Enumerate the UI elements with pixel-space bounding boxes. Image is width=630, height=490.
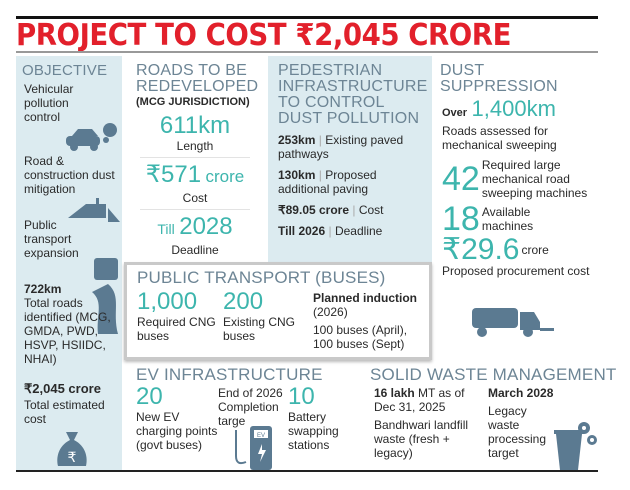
buses-heading: PUBLIC TRANSPORT (BUSES) — [137, 268, 386, 287]
separator: | — [328, 224, 332, 238]
roads-total-label: Total roads identified (MCG, GMDA, PWD, … — [24, 296, 111, 366]
ev-pump-text: EV — [257, 433, 265, 439]
sweeper-truck-icon — [472, 308, 554, 337]
ev-charger-icon: EV — [235, 426, 272, 470]
total-cost-value: ₹2,045 crore — [24, 381, 101, 396]
objective-item: Vehicular pollution control — [24, 82, 74, 124]
ev-panel: EV INFRASTRUCTURE 20 New EV charging poin… — [122, 364, 360, 470]
total-cost-label: Total estimated cost — [24, 398, 105, 426]
buses-required-value: 1,000 — [137, 288, 198, 315]
divider — [140, 157, 250, 158]
roads-cost-value: ₹571 — [145, 161, 202, 188]
pedestrian-row: 253km | Existing paved pathways — [278, 133, 428, 161]
waste-amount: 16 lakh — [374, 386, 415, 400]
roads-deadline-label: Deadline — [171, 243, 219, 257]
car-pollution-icon — [66, 123, 117, 151]
pedestrian-row: 130km | Proposed additional paving — [278, 168, 428, 196]
bulldozer-icon — [68, 198, 120, 222]
pedestrian-heading: PEDESTRIAN INFRASTRUCTURE TO CONTROL DUS… — [278, 62, 428, 127]
pedestrian-row: ₹89.05 crore | Cost — [278, 203, 428, 217]
roads-till: Till — [157, 221, 175, 237]
pedestrian-label: Proposed additional paving — [278, 168, 377, 196]
pedestrian-label: Existing paved pathways — [278, 133, 404, 161]
pedestrian-label: Cost — [358, 203, 384, 217]
waste-target: March 2028 — [488, 386, 554, 400]
waste-bin-gears-icon — [554, 422, 597, 470]
dust-km-value: 1,400km — [471, 96, 556, 121]
ev-target: End of 2026 Completion targe — [218, 386, 283, 428]
buses-panel: PUBLIC TRANSPORT (BUSES) 1,000 Required C… — [124, 262, 432, 360]
pedestrian-value: ₹89.05 crore — [278, 203, 350, 217]
roads-panel: ROADS TO BE REDEVELOPED (MCG JURISDICTIO… — [122, 56, 268, 262]
separator: | — [318, 168, 322, 182]
roads-heading: ROADS TO BE REDEVELOPED — [136, 62, 259, 95]
buses-existing-label: Existing CNG buses — [223, 315, 296, 343]
waste-heading: SOLID WASTE MANAGEMENT — [370, 365, 617, 384]
pedestrian-value: 253km — [278, 133, 316, 147]
ev-heading: EV INFRASTRUCTURE — [136, 365, 323, 384]
dust-required-label: Required large mechanical road sweeping … — [481, 158, 588, 200]
dust-panel: DUST SUPPRESSION Over 1,400km Roads asse… — [432, 56, 600, 337]
pedestrian-rows: 253km | Existing paved pathways 130km | P… — [278, 133, 428, 238]
buses-planned-detail: 100 buses (April), 100 buses (Sept) — [313, 323, 408, 351]
waste-target-label: Legacy waste processing target — [488, 404, 547, 460]
page-title: PROJECT TO COST ₹2,045 CRORE — [16, 18, 512, 53]
dust-available-value: 18 — [442, 200, 480, 238]
buses-existing-value: 200 — [223, 288, 264, 315]
dust-heading: DUST SUPPRESSION — [440, 62, 558, 95]
separator: | — [318, 133, 322, 147]
ev-stations-label: Battery swapping stations — [288, 410, 339, 452]
buses-required-label: Required CNG buses — [137, 315, 216, 343]
roads-cost-label: Cost — [182, 191, 208, 205]
dust-available-label: Available machines — [481, 205, 534, 233]
dust-required-value: 42 — [442, 160, 480, 198]
buses-planned-year: (2026) — [313, 305, 348, 319]
ev-points-value: 20 — [136, 383, 163, 410]
buses-planned: Planned induction — [313, 291, 417, 305]
waste-panel: SOLID WASTE MANAGEMENT 16 lakh MT as of … — [360, 364, 617, 470]
pedestrian-value: 130km — [278, 168, 316, 182]
pedestrian-panel: PEDESTRIAN INFRASTRUCTURE TO CONTROL DUS… — [268, 56, 432, 262]
waste-amount-label: Bandhwari landfill waste (fresh + legacy… — [374, 418, 469, 460]
money-bag-icon: ₹ — [57, 432, 87, 466]
pedestrian-label: Deadline — [334, 224, 383, 238]
objective-panel: OBJECTIVE Vehicular pollution control Ro… — [16, 56, 122, 470]
objective-item: Public transport expansion — [24, 218, 79, 260]
dust-cost-value: ₹29.6 — [442, 233, 520, 266]
bottom-rule — [16, 470, 598, 472]
pedestrian-value: Till 2026 — [278, 224, 326, 238]
bus-road-icon — [92, 258, 118, 334]
roads-cost-unit: crore — [205, 167, 245, 186]
dust-over: Over — [442, 107, 468, 119]
waste-amount-rest: MT as of Dec 31, 2025 — [374, 386, 465, 414]
separator: | — [352, 203, 356, 217]
roads-length-value: 611km — [159, 112, 231, 139]
roads-total-value: 722km — [24, 282, 62, 296]
dust-km-label: Roads assessed for mechanical sweeping — [442, 124, 557, 152]
ev-stations-value: 10 — [288, 383, 315, 410]
pedestrian-row: Till 2026 | Deadline — [278, 224, 428, 238]
divider — [140, 209, 250, 210]
dust-cost-unit: crore — [521, 243, 549, 257]
roads-length-label: Length — [176, 139, 214, 153]
ev-points-label: New EV charging points (govt buses) — [136, 410, 218, 452]
roads-deadline-year: 2028 — [179, 213, 233, 240]
objective-heading: OBJECTIVE — [22, 62, 108, 79]
svg-text:₹: ₹ — [68, 449, 77, 465]
title-rule — [16, 51, 598, 53]
objective-item: Road & construction dust mitigation — [24, 154, 115, 196]
dust-cost-label: Proposed procurement cost — [442, 264, 590, 278]
roads-subheading: (MCG JURISDICTION) — [136, 96, 250, 108]
top-rule — [16, 16, 598, 19]
